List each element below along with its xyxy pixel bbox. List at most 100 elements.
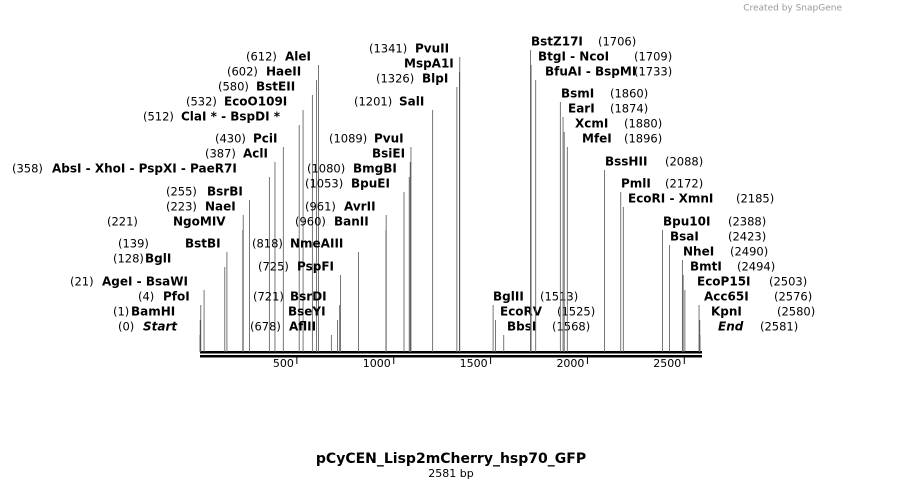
enzyme-name: AvrII	[344, 200, 376, 214]
axis-tick-label: 500	[273, 357, 294, 370]
enzyme-name: BstEII	[256, 80, 295, 94]
site-position: (1880)	[624, 117, 662, 131]
enzyme-name: BsmI	[561, 87, 594, 101]
site-position: (2185)	[736, 192, 774, 206]
enzyme-name: BmgBI	[353, 162, 397, 176]
enzyme-name: BssHII	[605, 155, 647, 169]
site-position: (961)	[305, 200, 336, 214]
enzyme-name: Acc65I	[704, 290, 749, 304]
enzyme-name: BtgI - NcoI	[538, 50, 609, 64]
enzyme-name: BsiEI	[372, 147, 405, 161]
enzyme-name: MfeI	[582, 132, 612, 146]
enzyme-name: AflII	[289, 320, 316, 334]
site-position: (1053)	[305, 177, 343, 191]
enzyme-name: BglII	[493, 290, 524, 304]
enzyme-name: PspFI	[297, 260, 334, 274]
site-position: (1201)	[354, 95, 392, 109]
enzyme-name: BsaI	[670, 230, 699, 244]
enzyme-name: BsrDI	[290, 290, 327, 304]
enzyme-name: BlpI	[422, 72, 448, 86]
site-position: (602)	[227, 65, 258, 79]
site-position: (1733)	[634, 65, 672, 79]
enzyme-name: PvuI	[374, 132, 404, 146]
site-position: (580)	[218, 80, 249, 94]
site-position: (128)	[113, 252, 144, 266]
subtitle: 2581 bp	[428, 467, 473, 480]
title: pCyCEN_Lisp2mCherry_hsp70_GFP	[316, 451, 586, 467]
enzyme-name: BfuAI - BspMI	[545, 65, 636, 79]
site-position: (1709)	[634, 50, 672, 64]
enzyme-name: EcoO109I	[224, 95, 287, 109]
site-position: (139)	[118, 237, 149, 251]
site-position: (255)	[166, 185, 197, 199]
enzyme-name: BbsI	[507, 320, 536, 334]
site-position: (2580)	[777, 305, 815, 319]
enzyme-name: EcoRV	[500, 305, 543, 319]
axis-tick-label: 2000	[556, 357, 584, 370]
enzyme-name: Bpu10I	[663, 215, 710, 229]
enzyme-name: BanII	[334, 215, 369, 229]
enzyme-name: KpnI	[711, 305, 742, 319]
enzyme-name: PmlI	[621, 177, 651, 191]
site-position: (1706)	[598, 35, 636, 49]
enzyme-name: BstBI	[185, 237, 221, 251]
site-position: (2503)	[769, 275, 807, 289]
axis-tick-label: 1500	[460, 357, 488, 370]
site-position: (223)	[166, 200, 197, 214]
site-position: (1326)	[376, 72, 414, 86]
site-position: (1860)	[610, 87, 648, 101]
site-position: (1080)	[307, 162, 345, 176]
site-position: (1)	[113, 305, 129, 319]
site-position: (532)	[186, 95, 217, 109]
enzyme-name: EarI	[568, 102, 595, 116]
site-position: (1089)	[329, 132, 367, 146]
site-position: (21)	[70, 275, 94, 289]
site-position: (2581)	[760, 320, 798, 334]
site-position: (1896)	[624, 132, 662, 146]
enzyme-name: NgoMIV	[173, 215, 226, 229]
site-position: (1513)	[540, 290, 578, 304]
backbone-top	[200, 351, 702, 354]
site-position: (2088)	[665, 155, 703, 169]
enzyme-name: BstZ17I	[531, 35, 583, 49]
enzyme-name: AbsI - XhoI - PspXI - PaeR7I	[52, 162, 237, 176]
axis-tick-label: 2500	[653, 357, 681, 370]
enzyme-name: End	[718, 320, 744, 334]
site-position: (0)	[118, 320, 134, 334]
enzyme-name: AclI	[243, 147, 268, 161]
site-position: (1874)	[610, 102, 648, 116]
enzyme-name: NaeI	[205, 200, 236, 214]
site-position: (1341)	[369, 42, 407, 56]
enzyme-name: NmeAIII	[290, 237, 343, 251]
enzyme-name: BglI	[145, 252, 171, 266]
site-position: (1568)	[552, 320, 590, 334]
site-position: (612)	[246, 50, 277, 64]
site-position: (678)	[250, 320, 281, 334]
enzyme-name: NheI	[683, 245, 714, 259]
enzyme-name: BmtI	[690, 260, 722, 274]
site-position: (721)	[253, 290, 284, 304]
enzyme-name: Start	[143, 320, 178, 334]
site-position: (2423)	[728, 230, 766, 244]
enzyme-name: MspA1I	[404, 57, 454, 71]
enzyme-name: AleI	[285, 50, 311, 64]
enzyme-name: PvuII	[415, 42, 449, 56]
site-position: (221)	[107, 215, 138, 229]
site-position: (818)	[252, 237, 283, 251]
site-position: (4)	[138, 290, 154, 304]
site-position: (512)	[143, 110, 174, 124]
enzyme-name: XcmI	[575, 117, 608, 131]
enzyme-name: HaeII	[266, 65, 301, 79]
site-position: (2388)	[728, 215, 766, 229]
site-position: (725)	[258, 260, 289, 274]
site-position: (960)	[295, 215, 326, 229]
watermark: Created by SnapGene	[743, 4, 842, 14]
enzyme-name: AgeI - BsaWI	[102, 275, 188, 289]
enzyme-name: BamHI	[131, 305, 175, 319]
enzyme-name: PfoI	[163, 290, 190, 304]
site-position: (2576)	[774, 290, 812, 304]
enzyme-name: EcoRI - XmnI	[628, 192, 713, 206]
site-position: (387)	[205, 147, 236, 161]
site-position: (2490)	[730, 245, 768, 259]
